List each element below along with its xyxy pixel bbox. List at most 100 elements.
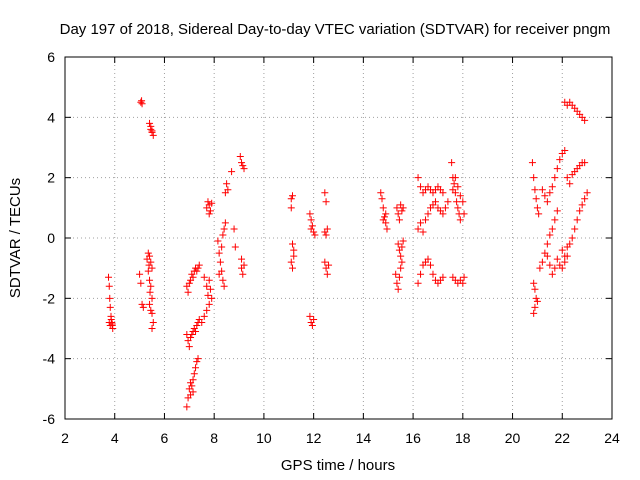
data-point — [581, 116, 589, 124]
data-point — [548, 225, 556, 233]
data-point — [307, 225, 315, 233]
data-point — [379, 216, 387, 224]
data-point — [185, 279, 193, 287]
data-point — [218, 243, 226, 251]
data-point — [194, 355, 202, 363]
data-point — [144, 267, 152, 275]
grid-lines — [65, 57, 612, 419]
data-point — [449, 186, 457, 194]
y-tick-label: 6 — [47, 49, 55, 65]
data-point — [553, 207, 561, 215]
data-point — [538, 186, 546, 194]
data-point — [198, 318, 206, 326]
data-point — [441, 204, 449, 212]
data-point — [378, 195, 386, 203]
data-point — [325, 261, 333, 269]
data-point — [530, 174, 538, 182]
data-point — [460, 273, 468, 281]
data-point — [220, 225, 228, 233]
data-point — [147, 282, 155, 290]
data-point — [192, 364, 200, 372]
data-point — [546, 189, 554, 197]
data-point — [541, 192, 549, 200]
data-point — [561, 147, 569, 155]
data-point — [379, 204, 387, 212]
data-point — [459, 198, 467, 206]
data-point — [204, 198, 212, 206]
data-point — [573, 216, 581, 224]
data-point — [308, 321, 316, 329]
data-point — [147, 122, 155, 130]
data-point — [551, 174, 559, 182]
x-tick-label: 8 — [210, 430, 218, 446]
data-point — [399, 237, 407, 245]
data-point — [106, 294, 114, 302]
data-point — [236, 153, 244, 161]
data-point — [189, 273, 197, 281]
y-tick-label: 0 — [47, 230, 55, 246]
data-point — [460, 210, 468, 218]
x-axis-label: GPS time / hours — [281, 457, 395, 474]
data-point — [289, 240, 297, 248]
data-point — [533, 297, 541, 305]
data-point — [239, 162, 247, 170]
data-point — [193, 267, 201, 275]
data-point — [456, 216, 464, 224]
data-point — [205, 210, 213, 218]
data-point — [561, 252, 569, 260]
data-point — [424, 210, 432, 218]
data-point — [556, 156, 564, 164]
data-point — [551, 216, 559, 224]
data-point — [306, 210, 314, 218]
data-point — [383, 225, 391, 233]
data-point — [548, 183, 556, 191]
data-point — [137, 98, 145, 106]
y-tick-label: 4 — [47, 109, 55, 125]
data-point — [138, 100, 146, 108]
data-point — [290, 246, 298, 254]
data-point — [188, 382, 196, 390]
data-points — [105, 97, 591, 411]
data-point — [215, 249, 223, 257]
y-tick-labels: -6 -4 -2 0 2 4 6 — [43, 49, 56, 427]
data-point — [290, 252, 298, 260]
data-point — [450, 180, 458, 188]
data-point — [453, 198, 461, 206]
data-point — [417, 183, 425, 191]
data-point — [185, 343, 193, 351]
data-point — [553, 255, 561, 263]
data-point — [205, 276, 213, 284]
data-point — [139, 303, 147, 311]
data-point — [289, 264, 297, 272]
data-point — [394, 285, 402, 293]
data-point — [310, 315, 318, 323]
data-point — [106, 303, 114, 311]
data-point — [148, 294, 156, 302]
y-tick-label: -4 — [43, 351, 56, 367]
data-point — [543, 240, 551, 248]
data-point — [107, 315, 115, 323]
data-point — [108, 320, 116, 328]
y-tick-label: 2 — [47, 170, 55, 186]
data-point — [538, 258, 546, 266]
data-point — [206, 207, 214, 215]
x-tick-label: 6 — [161, 430, 169, 446]
data-point — [238, 255, 246, 263]
y-tick-label: -6 — [43, 411, 56, 427]
data-point — [184, 288, 192, 296]
data-point — [424, 255, 432, 263]
data-point — [394, 240, 402, 248]
data-point — [307, 216, 315, 224]
data-point — [551, 264, 559, 272]
data-point — [323, 225, 331, 233]
data-point — [397, 264, 405, 272]
data-point — [220, 282, 228, 290]
data-point — [563, 243, 571, 251]
data-point — [190, 370, 198, 378]
data-point — [546, 231, 554, 239]
data-point — [206, 285, 214, 293]
data-point — [323, 270, 331, 278]
x-tick-label: 24 — [604, 430, 620, 446]
data-point — [414, 279, 422, 287]
